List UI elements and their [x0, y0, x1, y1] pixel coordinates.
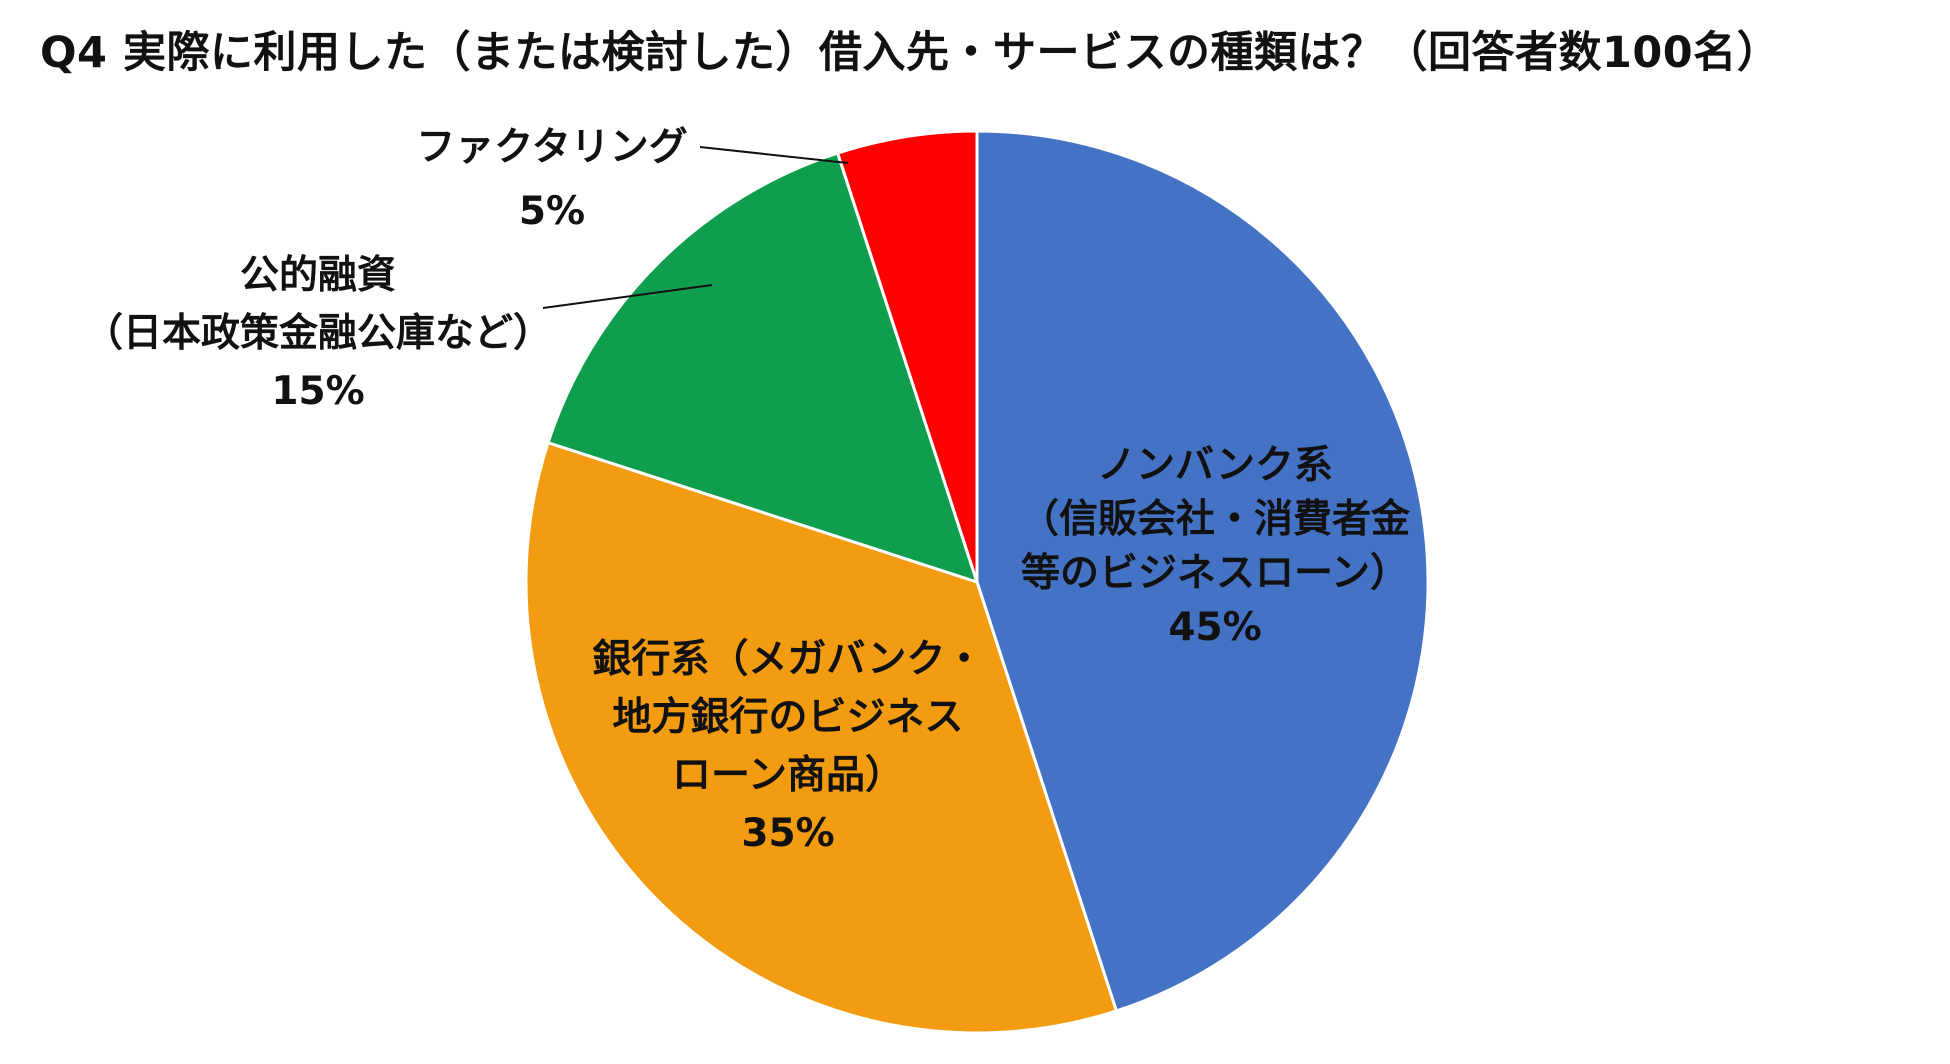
- pie-slice-4: [835, 129, 979, 583]
- slice-label-line: ノンバンク系: [1097, 443, 1333, 488]
- leader-line-4: [699, 146, 849, 164]
- slice-label-line: 等のビジネスローン）: [1021, 551, 1409, 596]
- slice-label-3: 公的融資 （日本政策金融公庫など） 15%: [84, 253, 552, 414]
- slice-percent-4: 5%: [519, 189, 585, 234]
- slice-label-line: （日本政策金融公庫など）: [84, 311, 552, 356]
- slice-percent-2: 35%: [741, 811, 834, 856]
- slice-label-1: ノンバンク系 （信販会社・消費者金等のビジネスローン） 45%: [1020, 443, 1411, 650]
- slice-label-line: 公的融資: [240, 253, 396, 298]
- pie-slice-1: [975, 129, 1430, 1013]
- slice-label-line: ローン商品）: [672, 753, 904, 798]
- slice-percent-1: 45%: [1168, 605, 1261, 650]
- leader-line-3: [542, 284, 713, 309]
- slice-label-2: 銀行系（メガバンク・地方銀行のビジネスローン商品） 35%: [592, 637, 983, 856]
- slice-label-line: 地方銀行のビジネス: [612, 695, 963, 740]
- slice-label-4: ファクタリング 5%: [416, 125, 687, 234]
- slice-label-line: 銀行系（メガバンク・: [592, 637, 983, 682]
- pie-slice-3: [546, 151, 980, 585]
- slice-percent-3: 15%: [271, 369, 364, 414]
- pie-slice-2: [524, 440, 1119, 1035]
- chart-title: Q4 実際に利用した（または検討した）借入先・サービスの種類は？（回答者数100…: [40, 28, 1781, 78]
- slice-label-line: ファクタリング: [416, 125, 687, 170]
- slice-label-line: （信販会社・消費者金: [1020, 497, 1411, 542]
